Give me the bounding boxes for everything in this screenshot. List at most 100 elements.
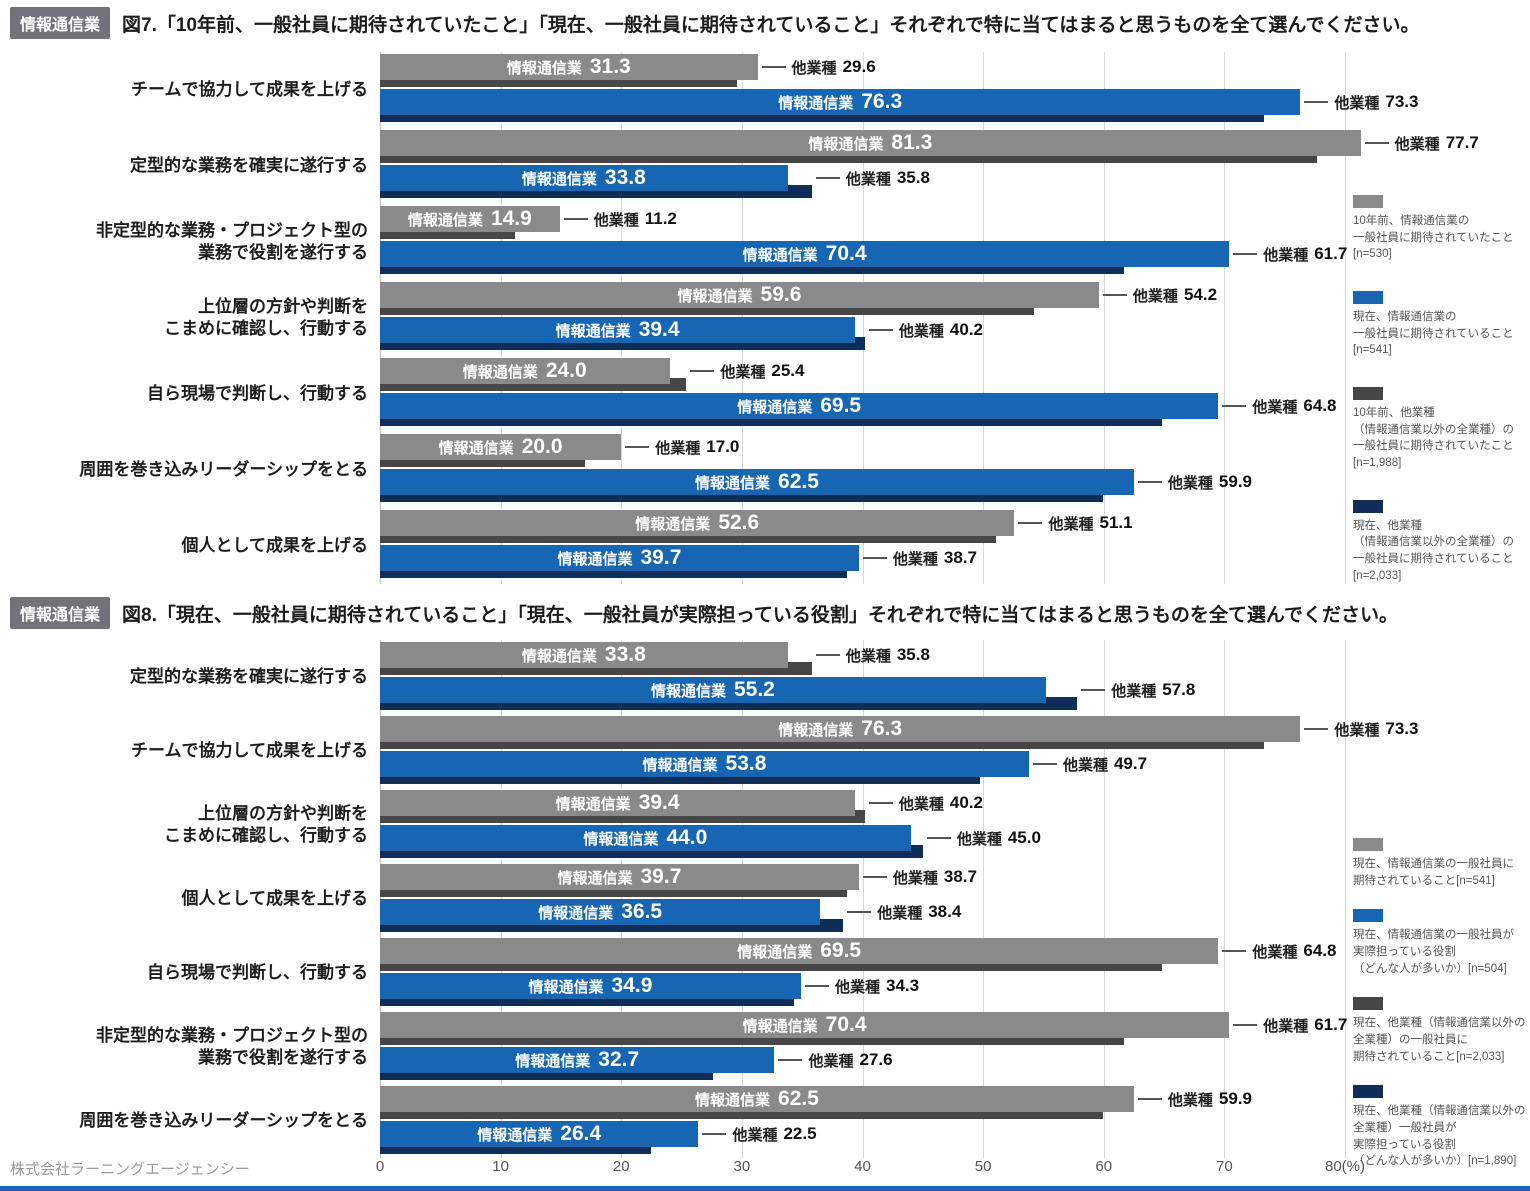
bar-ict-industry: 情報通信業 44.0	[380, 825, 911, 851]
bar-series-label: 情報通信業	[438, 439, 514, 457]
callout-leader-line	[1137, 481, 1162, 483]
category-label: 上位層の方針や判断を こまめに確認し、行動する	[164, 803, 368, 845]
axis-tick-label: 0	[375, 1158, 385, 1175]
callout-leader-line	[1233, 253, 1258, 255]
bar-series-label: 情報通信業	[555, 795, 631, 813]
callout-value-label: 64.8	[1303, 941, 1337, 960]
bar-series-label: 情報通信業	[737, 398, 813, 416]
callout-series-label: 他業種	[834, 978, 880, 996]
callout-series-label: 他業種	[720, 363, 766, 381]
bar-ict-industry: 情報通信業 39.4	[380, 790, 856, 816]
category-label: 自ら現場で判断し、行動する	[147, 962, 368, 982]
callout-other-industry: 他業種 27.6	[778, 1050, 893, 1070]
legend-text: 10年前、他業種 （情報通信業以外の全業種）の 一般社員に期待されていたこと [n=1…	[1353, 407, 1514, 470]
bar-series-label: 情報通信業	[695, 474, 771, 492]
callout-other-industry: 他業種 40.2	[868, 793, 983, 813]
bar-value-label: 34.9	[611, 974, 653, 997]
axis-tick-label: 40	[854, 1158, 871, 1175]
bar-value-label: 52.6	[718, 511, 760, 534]
bar-series-label: 情報通信業	[407, 211, 483, 229]
bar-group-gray: 情報通信業 33.8 他業種 35.8	[380, 642, 1346, 677]
bar-series-label: 情報通信業	[477, 1126, 553, 1144]
bar-group-gray: 情報通信業 62.5 他業種 59.9	[380, 1086, 1346, 1121]
callout-leader-line	[868, 329, 893, 331]
bar-group-blue: 情報通信業 36.5 他業種 38.4	[380, 899, 1346, 934]
bar-value-label: 32.7	[598, 1048, 640, 1071]
bar-value-label: 76.3	[861, 90, 903, 113]
category-label: チームで協力して成果を上げる	[131, 79, 368, 99]
callout-value-label: 38.4	[928, 902, 962, 921]
legend-item: 現在、情報通信業の一般社員が 実際担っている役割 （どんな人が多いか）[n=504]	[1353, 909, 1527, 977]
callout-other-industry: 他業種 57.8	[1081, 680, 1195, 700]
plot-area-2: 情報通信業 33.8 他業種 35.8 情報通信業 55.2 他業種 57.8 情報通信業 76.…	[380, 640, 1418, 1158]
bar-series-label: 情報通信業	[808, 135, 884, 153]
callout-series-label: 他業種	[732, 1126, 778, 1144]
legend-swatch	[1353, 838, 1383, 851]
category-label: 個人として成果を上げる	[181, 535, 369, 555]
legend-text: 現在、情報通信業の一般社員が 実際担っている役割 （どんな人が多いか）[n=504]	[1353, 929, 1514, 975]
callout-series-label: 他業種	[1167, 474, 1213, 492]
callout-other-industry: 他業種 73.3	[1304, 719, 1418, 739]
legend-swatch	[1353, 387, 1383, 401]
callout-value-label: 45.0	[1007, 828, 1041, 847]
callout-series-label: 他業種	[808, 1052, 854, 1070]
bar-value-label: 14.9	[490, 207, 532, 230]
callout-series-label: 他業種	[898, 795, 944, 813]
callout-series-label: 他業種	[1252, 943, 1298, 961]
callout-value-label: 61.7	[1314, 1015, 1348, 1034]
axis-tick-label: 70	[1216, 1158, 1233, 1175]
bar-ict-industry: 情報通信業 32.7	[380, 1047, 775, 1073]
footer-company: 株式会社ラーニングエージェンシー	[10, 1161, 250, 1178]
gridline	[983, 52, 985, 584]
legend-swatch	[1353, 499, 1383, 513]
legend-item: 現在、情報通信業の一般社員に期待されていること[n=541]	[1353, 838, 1527, 889]
bar-group-blue: 情報通信業 39.4 他業種 40.2	[380, 317, 1346, 352]
category-label: 定型的な業務を確実に遂行する	[130, 155, 368, 175]
gridline	[1103, 52, 1105, 584]
callout-series-label: 他業種	[1167, 1091, 1213, 1109]
bar-group-blue: 情報通信業 26.4 他業種 22.5	[380, 1121, 1346, 1156]
callout-value-label: 49.7	[1113, 754, 1148, 773]
callout-other-industry: 他業種 35.8	[815, 645, 930, 665]
callout-value-label: 22.5	[783, 1124, 817, 1143]
plot-area-1: 情報通信業 31.3 他業種 29.6 情報通信業 76.3 他業種 73.3 情報通信業 81.…	[380, 52, 1479, 584]
callout-other-industry: 他業種 61.7	[1233, 1015, 1347, 1035]
bar-series-label: 情報通信業	[642, 756, 718, 774]
callout-other-industry: 他業種 11.2	[563, 209, 677, 229]
callout-other-industry: 他業種 29.6	[761, 57, 876, 77]
bar-series-label: 情報通信業	[583, 830, 659, 848]
gridline	[1224, 52, 1226, 584]
legend-text: 現在、情報通信業の一般社員に期待されていること[n=541]	[1353, 311, 1514, 357]
bar-group-blue: 情報通信業 76.3 他業種 73.3	[380, 89, 1418, 124]
callout-series-label: 他業種	[655, 439, 701, 457]
chart-title: 図8.「現在、一般社員に期待されていること」「現在、一般社員が実際担っている役割…	[122, 604, 1398, 626]
bar-ict-industry: 情報通信業 70.4	[380, 1012, 1230, 1038]
callout-leader-line	[1222, 405, 1247, 407]
bar-ict-industry: 情報通信業 33.8	[380, 642, 788, 668]
callout-series-label: 他業種	[791, 59, 837, 77]
legend-text: 現在、他業種（情報通信業以外の全業種）の一般社員に期待されていること[n=2,0…	[1353, 1017, 1526, 1063]
callout-leader-line	[815, 177, 840, 179]
callout-value-label: 73.3	[1385, 719, 1419, 738]
legend-swatch	[1353, 909, 1383, 923]
gridline	[1224, 640, 1226, 1158]
bar-series-label: 情報通信業	[742, 246, 818, 264]
bar-value-label: 24.0	[545, 359, 587, 382]
category-label: 上位層の方針や判断を こまめに確認し、行動する	[164, 296, 368, 338]
legend-item: 現在、他業種（情報通信業以外の 全業種）一般社員が 実際担っている役割 （どんな人が多…	[1353, 1085, 1527, 1170]
callout-leader-line	[815, 654, 840, 656]
callout-value-label: 35.8	[896, 168, 930, 187]
bar-ict-industry: 情報通信業 62.5	[380, 469, 1134, 495]
bar-ict-industry: 情報通信業 24.0	[380, 358, 670, 384]
category-label: 周囲を巻き込みリーダーシップをとる	[79, 459, 368, 479]
callout-other-industry: 他業種 77.7	[1364, 133, 1479, 153]
callout-series-label: 他業種	[1334, 94, 1380, 112]
bar-series-label: 情報通信業	[557, 869, 633, 887]
bar-group-gray: 情報通信業 20.0 他業種 17.0	[380, 434, 1346, 469]
bar-ict-industry: 情報通信業 33.8	[380, 165, 788, 191]
bar-ict-industry: 情報通信業 39.4	[380, 317, 856, 343]
callout-series-label: 他業種	[593, 211, 639, 229]
callout-series-label: 他業種	[898, 322, 944, 340]
bar-ict-industry: 情報通信業 70.4	[380, 241, 1230, 267]
bar-group-gray: 情報通信業 59.6 他業種 54.2	[380, 282, 1346, 317]
